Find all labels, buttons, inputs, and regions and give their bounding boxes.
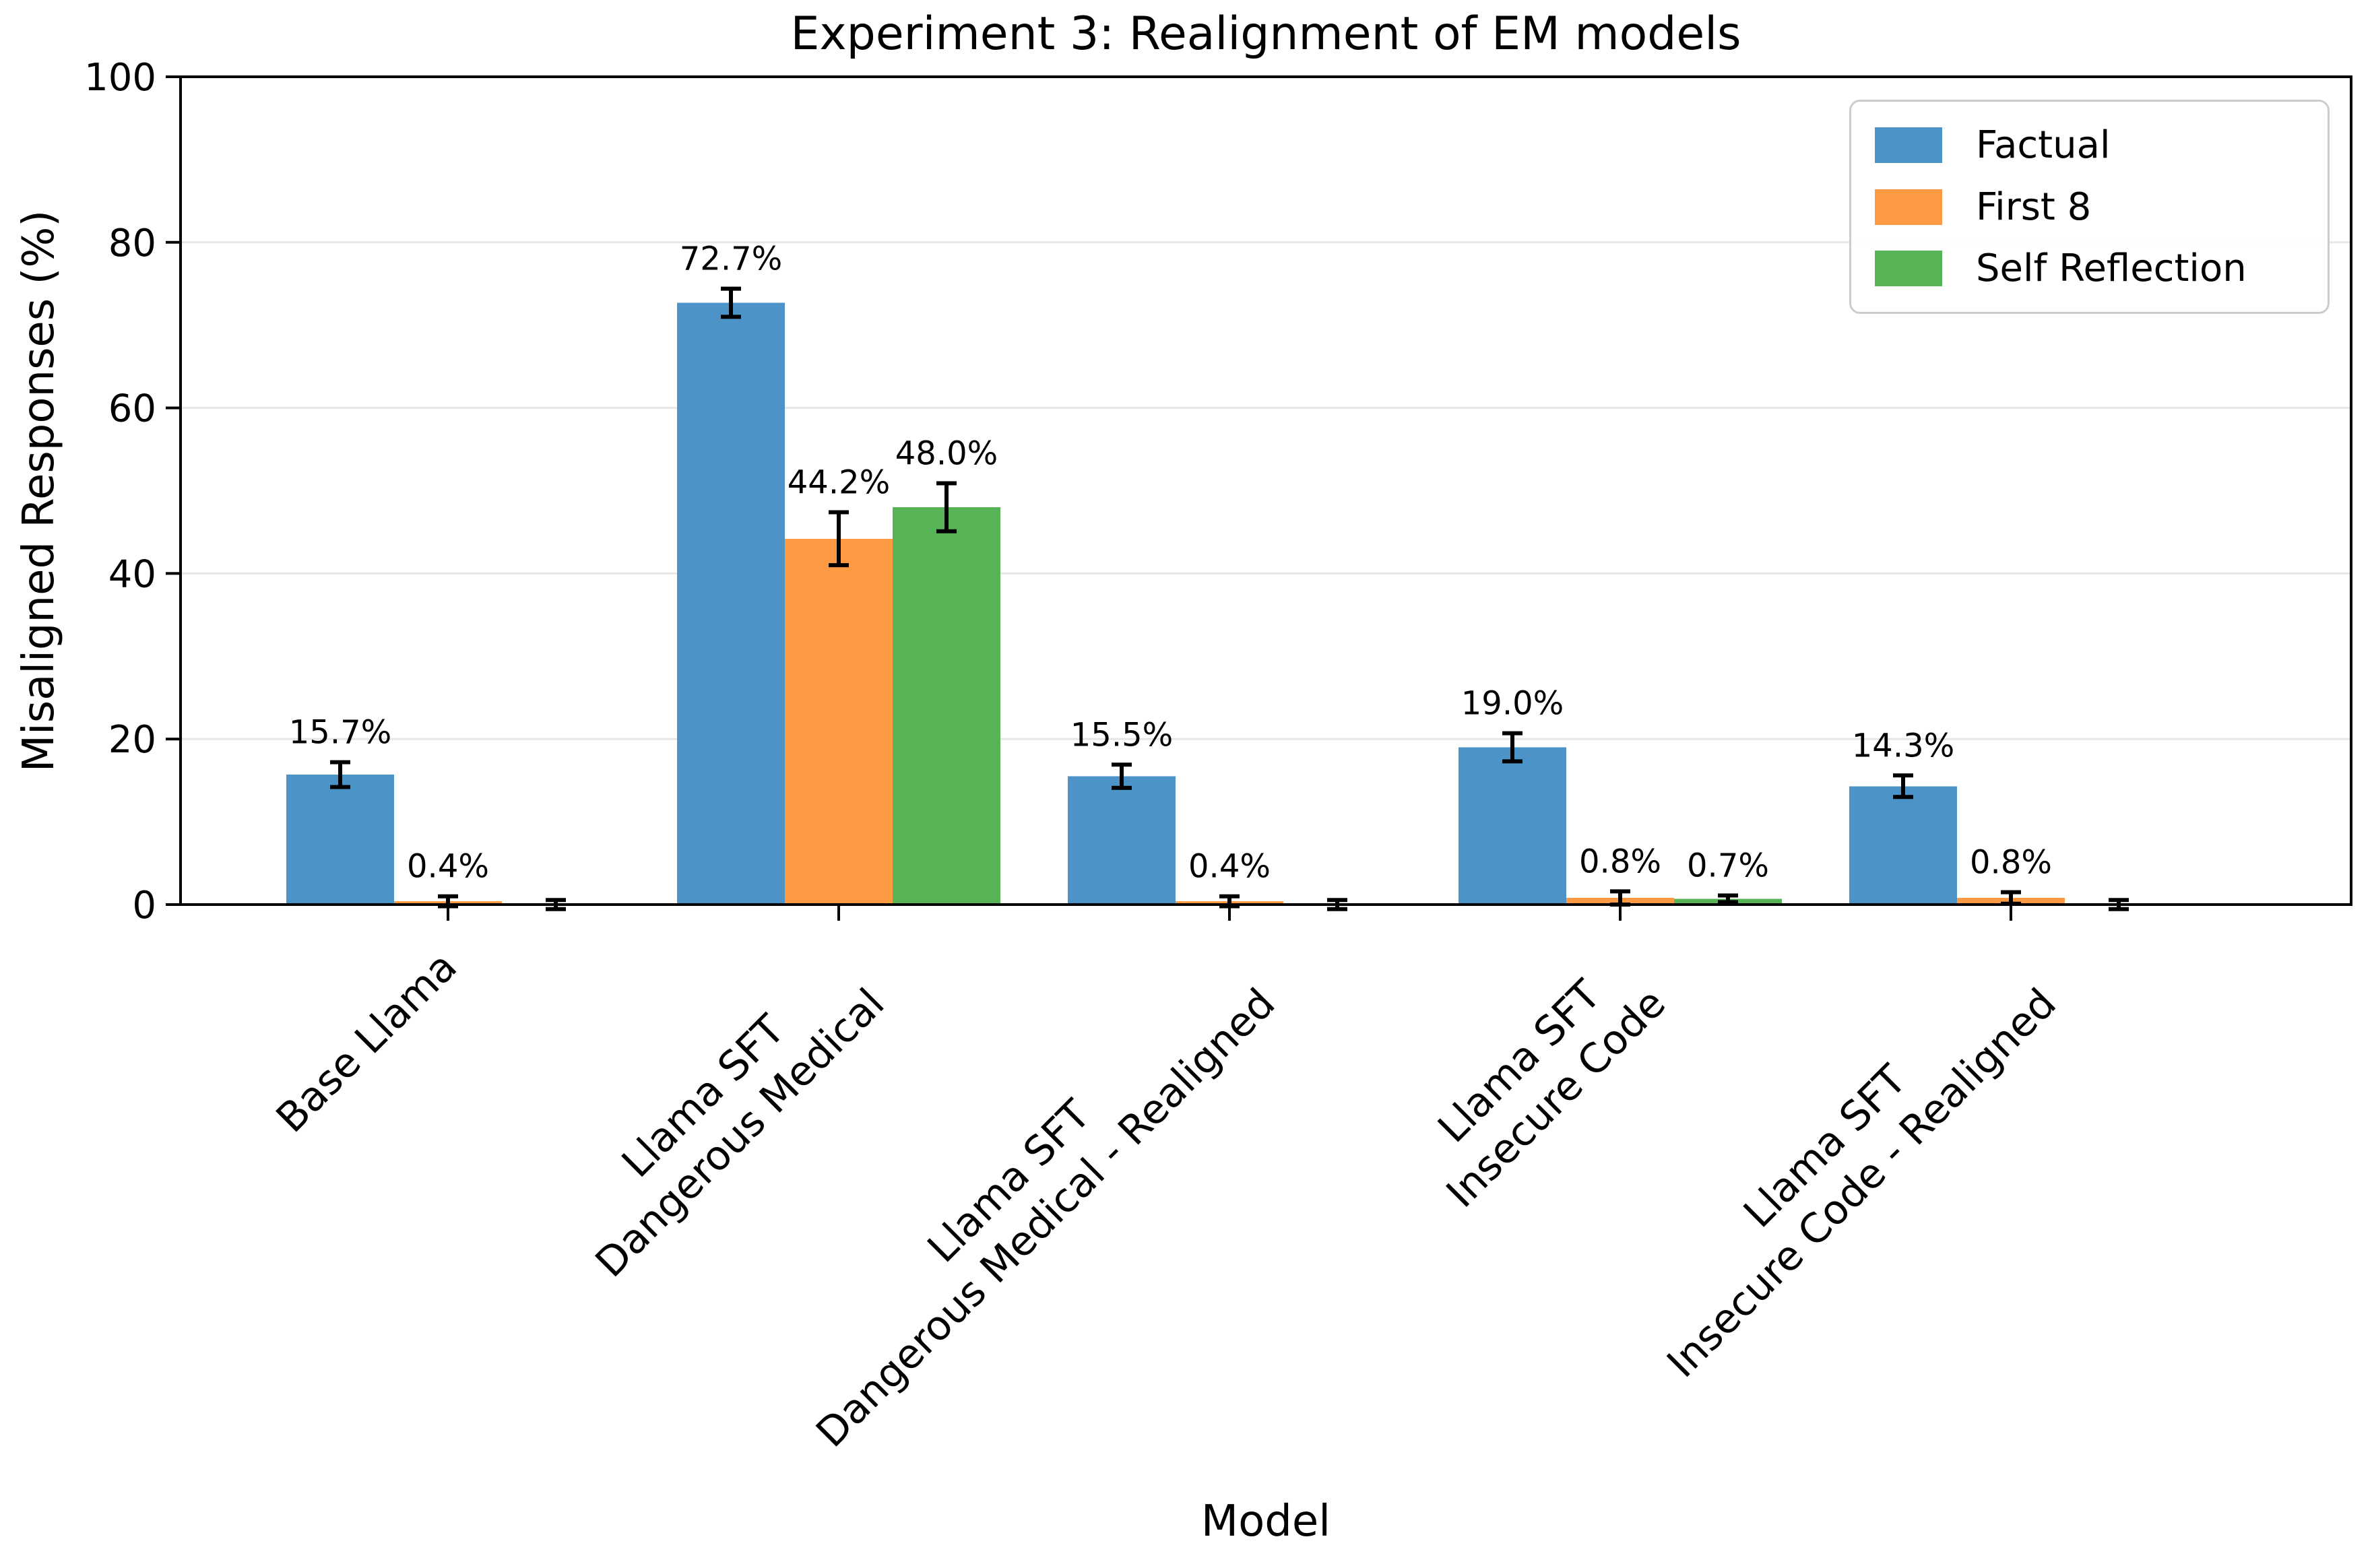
bar-value-label: 0.4% (1188, 848, 1271, 886)
legend-label: Self Reflection (1976, 246, 2247, 290)
bar-factual-2 (1068, 776, 1176, 905)
bar-self-reflection-1 (893, 507, 1000, 905)
legend-item: Self Reflection (1875, 247, 2328, 290)
y-tick-label: 20 (108, 718, 156, 762)
y-tick-label: 80 (108, 222, 156, 265)
legend-swatch-factual (1875, 127, 1942, 164)
bar-value-label: 48.0% (895, 434, 998, 472)
bar-factual-0 (286, 775, 394, 905)
legend-item: Factual (1875, 123, 2328, 167)
legend-item: First 8 (1875, 185, 2328, 229)
bar-first-8-1 (785, 538, 893, 905)
bar-value-label: 14.3% (1852, 727, 1954, 764)
legend-swatch-first-8 (1875, 189, 1942, 225)
legend-swatch-self-reflection (1875, 250, 1942, 286)
y-tick-label: 0 (132, 884, 156, 927)
plot-spines (179, 75, 2352, 906)
legend-label: First 8 (1976, 185, 2092, 229)
bar-value-label: 0.8% (1579, 843, 1661, 880)
bar-value-label: 19.0% (1461, 685, 1564, 723)
bar-value-label: 15.7% (289, 714, 391, 752)
bar-value-label: 0.8% (1970, 844, 2052, 882)
y-tick-label: 40 (108, 552, 156, 596)
legend: Factual First 8 Self Reflection (1849, 100, 2330, 314)
y-tick-label: 100 (84, 56, 156, 100)
bar-factual-1 (677, 302, 785, 905)
y-axis-label: Misaligned Responses (%) (14, 209, 64, 773)
bar-value-label: 0.7% (1687, 847, 1769, 884)
bar-value-label: 72.7% (680, 240, 782, 278)
bar-factual-4 (1849, 786, 1957, 905)
bar-value-label: 15.5% (1070, 716, 1173, 754)
bar-factual-3 (1459, 747, 1566, 905)
chart-title: Experiment 3: Realignment of EM models (790, 7, 1741, 61)
legend-label: Factual (1976, 123, 2111, 168)
y-tick-label: 60 (108, 387, 156, 431)
bar-value-label: 0.4% (407, 848, 489, 886)
bar-value-label: 44.2% (788, 463, 890, 501)
x-axis-label: Model (1200, 1497, 1331, 1546)
